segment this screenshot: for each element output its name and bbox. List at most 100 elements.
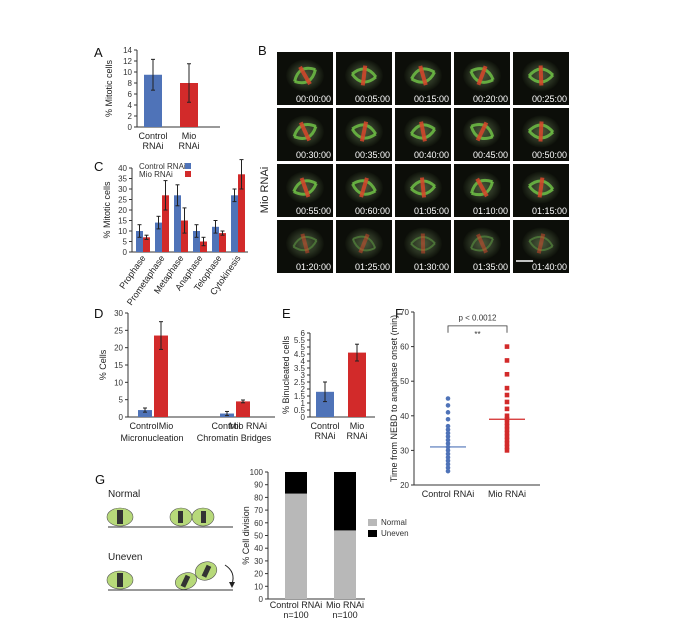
- data-point: [445, 396, 451, 401]
- timestamp: 00:55:00: [296, 206, 331, 216]
- data-point: [445, 423, 451, 429]
- y-tick-label: 1: [301, 399, 306, 408]
- timestamp: 00:50:00: [532, 150, 567, 160]
- data-point: [504, 427, 510, 432]
- y-tick-label: 4.5: [294, 350, 306, 359]
- x-tick-label: RNAi: [314, 431, 335, 441]
- y-tick-label: 6: [301, 329, 306, 338]
- uneven-label: Uneven: [108, 552, 142, 563]
- data-point: [445, 455, 451, 460]
- y-tick-label: 60: [400, 343, 409, 352]
- x-tick-label: RNAi: [142, 141, 163, 151]
- y-tick-label: 2: [128, 112, 133, 121]
- chromosome-signal: [476, 65, 488, 86]
- data-point: [445, 437, 451, 443]
- chromosome-signal: [536, 233, 546, 254]
- rotation-arrow-icon: [224, 564, 234, 585]
- chromosome-signal: [298, 121, 312, 142]
- bar: [144, 74, 162, 127]
- y-tick-label: 90: [254, 481, 263, 490]
- x-tick-sublabel: n=100: [332, 610, 357, 620]
- data-point: [445, 410, 451, 415]
- y-tick-label: 40: [254, 544, 263, 553]
- data-point: [445, 458, 451, 464]
- legend-swatch: [185, 163, 191, 169]
- data-point: [504, 423, 510, 429]
- bar: [138, 410, 152, 417]
- chromosome-signal: [537, 177, 545, 198]
- y-axis-label: % Cells: [98, 349, 108, 380]
- y-tick-label: 3: [301, 371, 306, 380]
- bar: [155, 222, 162, 252]
- data-point: [504, 441, 510, 446]
- x-tick-label: Control: [129, 421, 158, 431]
- x-tick-label: Mio: [350, 421, 365, 431]
- panel-label-a: A: [94, 45, 103, 60]
- y-tick-label: 0.5: [294, 406, 306, 415]
- timestamp: 00:05:00: [355, 94, 390, 104]
- x-tick-label: Control: [310, 421, 339, 431]
- microscopy-grid: 00:00:00 00:05:00 00:15:00 00:20:00 00:25:00…: [277, 52, 569, 273]
- data-point: [504, 358, 510, 363]
- y-tick-label: 0: [301, 413, 306, 422]
- y-tick-label: 5: [123, 238, 128, 247]
- y-tick-label: 6: [128, 90, 133, 99]
- data-point: [445, 468, 451, 474]
- y-tick-label: 50: [254, 532, 263, 541]
- panel-label-c: C: [94, 159, 103, 174]
- chromosome-signal: [298, 65, 312, 86]
- timestamp: 00:40:00: [414, 150, 449, 160]
- chart-f: 20 30 40 50 60 70 Control RNAi Mio RNAi p < 0.00…: [389, 308, 540, 499]
- bar: [162, 195, 169, 252]
- timestamp: 01:25:00: [355, 262, 390, 272]
- chromosome-signal: [360, 65, 368, 86]
- x-tick-label: Control: [211, 421, 240, 431]
- x-tick-label: Mio RNAi: [229, 421, 267, 431]
- chromosome-signal: [358, 233, 370, 254]
- timestamp: 01:30:00: [414, 262, 449, 272]
- uneven-daughter-chromatin-right: [201, 564, 212, 578]
- timestamp: 00:25:00: [532, 94, 567, 104]
- timestamp: 00:35:00: [355, 150, 390, 160]
- y-tick-label: 14: [123, 46, 132, 55]
- data-point: [504, 413, 510, 419]
- p-value-annotation: p < 0.0012: [458, 314, 497, 323]
- timestamp: 01:20:00: [296, 262, 331, 272]
- timestamp: 01:40:00: [532, 262, 567, 272]
- data-point: [504, 437, 510, 443]
- y-tick-label: 30: [400, 446, 409, 455]
- y-tick-label: 10: [114, 378, 123, 387]
- bar: [193, 231, 200, 252]
- y-tick-label: 3.5: [294, 364, 306, 373]
- y-tick-label: 5: [119, 396, 124, 405]
- bar: [143, 237, 150, 252]
- data-point: [445, 416, 451, 422]
- bar: [200, 241, 207, 252]
- x-tick-sublabel: n=100: [283, 610, 308, 620]
- chromosome-signal: [475, 121, 489, 142]
- y-axis-label: % Mitotic cells: [102, 181, 112, 239]
- bar: [136, 231, 143, 252]
- timestamp: 00:20:00: [473, 94, 508, 104]
- y-tick-label: 10: [118, 227, 127, 236]
- stacked-bar-segment: [334, 472, 356, 531]
- bar: [348, 352, 366, 417]
- panel-label-e: E: [282, 306, 291, 321]
- y-tick-label: 20: [114, 344, 123, 353]
- chromosome-signal: [420, 233, 426, 254]
- y-tick-label: 2: [301, 385, 306, 394]
- arrowhead-icon: [229, 582, 235, 588]
- y-tick-label: 15: [118, 217, 127, 226]
- y-tick-label: 2.5: [294, 378, 306, 387]
- chromosome-signal: [300, 233, 310, 254]
- normal-label: Normal: [108, 489, 140, 500]
- data-point: [445, 448, 451, 453]
- data-point: [445, 451, 451, 457]
- y-tick-label: 25: [114, 326, 123, 335]
- significance-bracket: [447, 325, 508, 333]
- timestamp: 00:00:00: [296, 94, 331, 104]
- y-tick-label: 35: [118, 175, 127, 184]
- chromosome-signal: [359, 121, 369, 142]
- data-point: [445, 461, 451, 467]
- chromosome-signal: [299, 177, 311, 198]
